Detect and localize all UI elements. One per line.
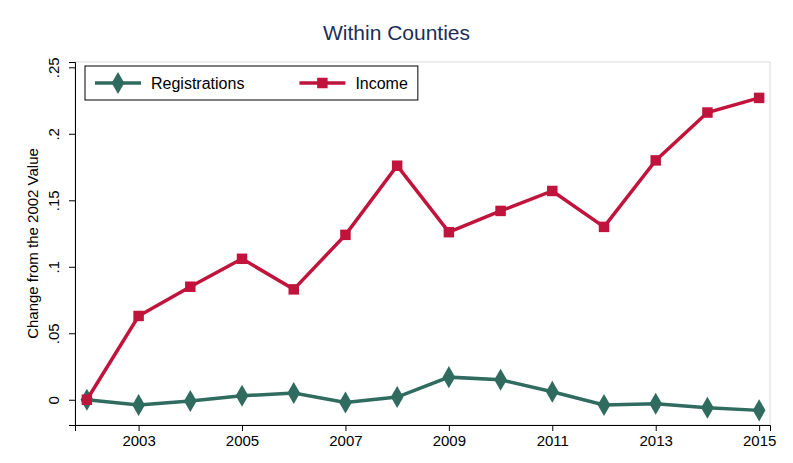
series-marker [650, 155, 660, 165]
legend-swatch-marker [112, 72, 125, 94]
x-tick-mark [345, 425, 346, 431]
x-tick-label: 2011 [537, 432, 569, 449]
x-tick: 2013 [640, 425, 673, 449]
series-marker [599, 222, 609, 232]
series-line [87, 98, 759, 400]
series-marker [133, 311, 143, 321]
y-tick: .1 [45, 261, 75, 274]
x-tick-label: 2007 [329, 432, 362, 449]
series-marker [547, 186, 557, 196]
series-marker [443, 366, 456, 388]
y-axis: 0 .05 .1 .15 .2 .25 [45, 57, 76, 425]
series-marker [444, 227, 454, 237]
series-marker [494, 369, 507, 391]
legend-box [85, 66, 418, 100]
series-marker [288, 284, 298, 294]
title: Within Counties [323, 21, 470, 44]
legend: Registrations Income [85, 66, 418, 100]
y-tick-label: .25 [45, 57, 62, 78]
y-tick-mark [69, 267, 75, 268]
series-marker [340, 230, 350, 240]
series-marker [237, 254, 247, 264]
legend-label: Income [355, 75, 408, 92]
series-marker [702, 107, 712, 117]
y-tick: .15 [45, 190, 75, 211]
x-tick-mark [759, 425, 760, 431]
x-axis-line [76, 426, 771, 432]
x-tick-mark [552, 425, 553, 431]
series-marker [495, 206, 505, 216]
chart: Within Counties Change from the 2002 Valu… [0, 0, 793, 463]
series-marker [184, 390, 197, 412]
series-marker [701, 397, 714, 419]
series-marker [339, 391, 352, 413]
x-tick-mark [242, 425, 243, 431]
x-tick-mark [449, 425, 450, 431]
x-tick-label: 2003 [122, 432, 155, 449]
series-marker [391, 386, 404, 408]
series-marker [185, 281, 195, 291]
series-marker [649, 393, 662, 415]
x-tick: 2005 [226, 425, 259, 449]
x-tick-label: 2015 [743, 432, 776, 449]
plot-area [81, 93, 766, 422]
x-tick: 2015 [743, 425, 776, 449]
legend-label: Registrations [151, 75, 244, 92]
x-tick: 2009 [433, 425, 466, 449]
y-tick-label: .15 [45, 190, 62, 211]
y-tick-mark [69, 200, 75, 201]
y-axis-title: Change from the 2002 Value [24, 148, 41, 339]
y-tick-mark [69, 333, 75, 334]
x-tick: 2007 [329, 425, 362, 449]
series-marker [754, 93, 764, 103]
series-marker [546, 381, 559, 403]
x-tick-label: 2013 [640, 432, 673, 449]
series-marker [236, 385, 249, 407]
y-tick: .05 [45, 323, 75, 344]
x-tick: 2003 [122, 425, 155, 449]
x-tick-mark [656, 425, 657, 431]
series-marker [287, 382, 300, 404]
x-tick-label: 2009 [433, 432, 466, 449]
y-tick-mark [69, 400, 75, 401]
x-tick-label: 2005 [226, 432, 259, 449]
series-marker [132, 394, 145, 416]
y-axis-line [69, 63, 76, 426]
x-tick-mark [139, 425, 140, 431]
y-tick-label: 0 [45, 396, 62, 404]
y-tick-mark [69, 134, 75, 135]
y-tick: 0 [45, 396, 75, 404]
series-marker [753, 399, 766, 421]
series-marker [598, 394, 611, 416]
series-marker [82, 394, 92, 404]
plot-frame [75, 62, 770, 425]
y-tick: .25 [45, 57, 75, 78]
legend-swatch-marker [317, 78, 327, 88]
y-tick: .2 [45, 128, 75, 141]
series-marker [392, 160, 402, 170]
y-tick-label: .1 [45, 261, 62, 274]
x-axis: 2003 2005 2007 2009 2011 2013 2015 [76, 425, 777, 449]
y-tick-label: .2 [45, 128, 62, 141]
x-tick: 2011 [537, 425, 569, 449]
y-tick-mark [69, 67, 75, 68]
y-tick-label: .05 [45, 323, 62, 344]
